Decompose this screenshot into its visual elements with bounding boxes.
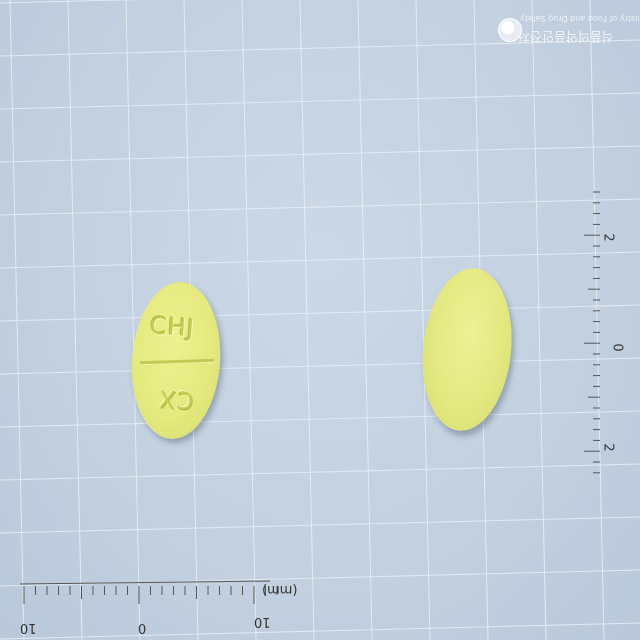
ministry-emblem-icon: [498, 18, 522, 42]
side-label-bottom: 2: [600, 443, 616, 452]
grid-line-vertical: [9, 0, 25, 640]
grid-line-vertical: [357, 0, 373, 640]
scale-label-left: 10: [20, 620, 37, 635]
grid-line-horizontal: [0, 39, 640, 57]
grid-line-horizontal: [0, 622, 640, 640]
grid-line-horizontal: [0, 304, 640, 322]
grid-line-horizontal: [0, 251, 640, 269]
imprint-top: CHJ: [149, 311, 196, 343]
grid-line-vertical: [299, 0, 315, 640]
scale-unit: (mm): [262, 582, 298, 597]
grid-line-horizontal: [0, 357, 640, 375]
grid-line-horizontal: [0, 569, 640, 587]
logo-korean-text: 식품의약품안전처: [518, 28, 614, 43]
grid-line-vertical: [241, 0, 257, 640]
scale-label-right: 10: [254, 614, 271, 629]
imprint-bottom: CX: [157, 383, 195, 415]
grid-line-horizontal: [0, 198, 640, 216]
grid-line-horizontal: [0, 463, 640, 481]
grid-line-vertical: [125, 0, 141, 640]
scale-label-zero: 0: [138, 620, 147, 635]
grid-line-horizontal: [0, 410, 640, 428]
scale-baseline: [19, 580, 271, 585]
ministry-logo: Ministry of Food and Drug Safety 식품의약품안전…: [498, 14, 640, 50]
grid-line-horizontal: [0, 516, 640, 534]
grid-line-vertical: [589, 0, 605, 640]
grid-line-vertical: [415, 0, 431, 640]
grid-line-vertical: [531, 0, 547, 640]
side-label-top: 2: [600, 233, 616, 242]
grid-line-horizontal: [0, 0, 141, 4]
logo-english-text: Ministry of Food and Drug Safety: [520, 14, 640, 23]
grid-line-horizontal: [0, 92, 640, 110]
grid-line-vertical: [67, 0, 83, 640]
side-label-zero: 0: [609, 343, 625, 352]
grid-line-horizontal: [0, 145, 640, 163]
